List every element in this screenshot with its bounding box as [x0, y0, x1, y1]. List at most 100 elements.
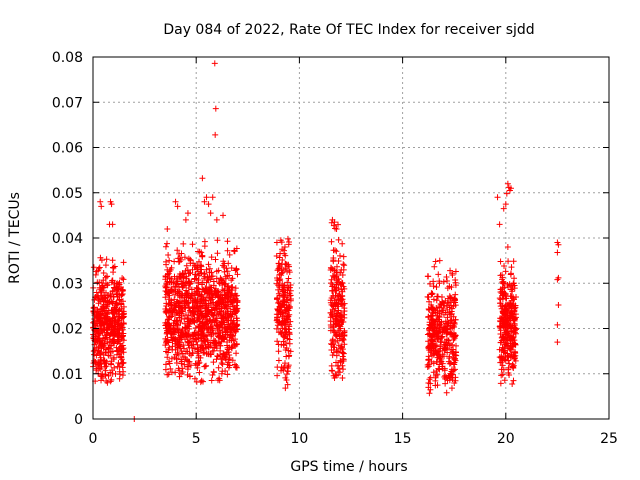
data-point	[195, 279, 202, 286]
data-point	[182, 336, 189, 343]
data-point	[232, 342, 239, 349]
data-point	[183, 275, 190, 282]
data-point	[107, 352, 114, 359]
data-point	[329, 324, 336, 331]
data-point	[287, 287, 294, 294]
data-point	[98, 288, 105, 295]
data-point	[274, 315, 281, 322]
y-tick-label: 0.01	[52, 367, 83, 383]
data-point	[233, 307, 240, 314]
data-point	[274, 322, 281, 329]
data-point	[337, 325, 344, 332]
data-point	[198, 269, 205, 276]
data-point	[511, 327, 518, 334]
data-point	[174, 321, 181, 328]
data-point	[103, 256, 110, 263]
data-point	[425, 344, 432, 351]
data-point	[286, 331, 293, 338]
data-point	[187, 269, 194, 276]
data-point	[510, 334, 517, 341]
data-point	[277, 311, 284, 318]
data-point	[198, 347, 205, 354]
data-point	[336, 335, 343, 342]
data-point	[203, 194, 210, 201]
data-point	[181, 345, 188, 352]
data-point	[498, 358, 505, 365]
data-point	[443, 274, 450, 281]
data-point	[206, 265, 213, 272]
data-point	[219, 262, 226, 269]
data-point	[338, 266, 345, 273]
data-point	[117, 300, 124, 307]
data-point	[340, 366, 347, 373]
data-point	[502, 295, 509, 302]
data-point	[276, 284, 283, 291]
data-point	[166, 300, 173, 307]
data-point	[443, 303, 450, 310]
data-point	[202, 304, 209, 311]
data-point	[335, 297, 342, 304]
data-point	[95, 267, 102, 274]
data-point	[193, 338, 200, 345]
data-point	[500, 280, 507, 287]
data-point	[222, 275, 229, 282]
y-tick-label: 0.03	[52, 276, 83, 292]
data-point	[180, 341, 187, 348]
data-point	[214, 288, 221, 295]
data-point	[196, 323, 203, 330]
data-point	[110, 356, 117, 363]
data-point	[110, 294, 117, 301]
data-point	[448, 317, 455, 324]
data-point	[446, 355, 453, 362]
data-point	[508, 293, 515, 300]
data-point	[433, 284, 440, 291]
data-point	[213, 289, 220, 296]
data-point	[499, 371, 506, 378]
data-point	[93, 367, 100, 374]
data-point	[340, 350, 347, 357]
data-point	[232, 336, 239, 343]
data-point	[438, 308, 445, 315]
data-point	[224, 272, 231, 279]
data-point	[109, 277, 116, 284]
data-point	[208, 333, 215, 340]
data-point	[191, 276, 198, 283]
data-point	[199, 286, 206, 293]
data-point	[208, 254, 215, 261]
data-point	[220, 351, 227, 358]
data-point	[441, 327, 448, 334]
data-point	[210, 330, 217, 337]
data-point	[228, 290, 235, 297]
data-point	[194, 361, 201, 368]
data-point	[181, 300, 188, 307]
data-point	[446, 304, 453, 311]
data-point	[339, 296, 346, 303]
data-point	[211, 344, 218, 351]
data-point	[444, 325, 451, 332]
data-point	[437, 359, 444, 366]
data-point	[187, 362, 194, 369]
data-point	[164, 354, 171, 361]
data-point	[503, 190, 510, 197]
data-point	[98, 356, 105, 363]
data-point	[285, 305, 292, 312]
data-point	[430, 369, 437, 376]
data-point	[95, 313, 102, 320]
data-point	[430, 296, 437, 303]
data-point	[281, 310, 288, 317]
data-point	[214, 352, 221, 359]
data-point	[103, 349, 110, 356]
data-point	[174, 337, 181, 344]
data-point	[225, 287, 232, 294]
data-point	[114, 280, 121, 287]
data-point	[176, 367, 183, 374]
data-point	[334, 362, 341, 369]
data-point	[500, 291, 507, 298]
data-point	[108, 327, 115, 334]
data-point	[332, 312, 339, 319]
data-point	[163, 338, 170, 345]
data-point	[173, 317, 180, 324]
data-point	[275, 265, 282, 272]
data-point	[212, 105, 219, 112]
